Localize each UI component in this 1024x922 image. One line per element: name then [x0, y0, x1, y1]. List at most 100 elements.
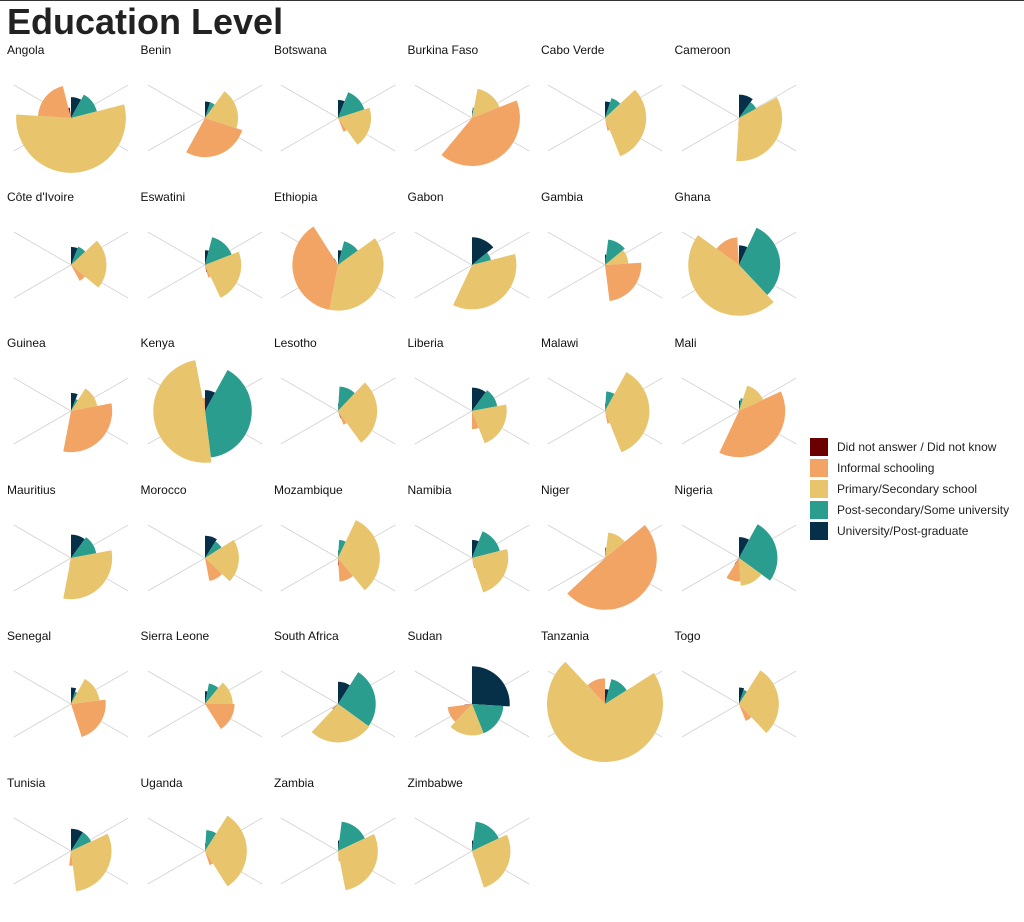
panel-mali: Mali — [675, 336, 807, 482]
pie-kenya — [141, 352, 269, 476]
panel-zimbabwe: Zimbabwe — [408, 776, 540, 922]
pie-gabon — [408, 206, 536, 330]
panel-angola: Angola — [7, 43, 139, 189]
grid-line — [548, 85, 605, 118]
slice-ethiopia-informal-schooling — [292, 226, 338, 309]
panel-label-liberia: Liberia — [408, 336, 444, 350]
grid-line — [414, 411, 471, 444]
slice-tanzania-primary-secondary — [547, 662, 663, 762]
grid-line — [414, 671, 471, 704]
pie-benin — [141, 59, 269, 183]
grid-line — [414, 232, 471, 265]
pie-tunisia — [7, 792, 135, 916]
grid-line — [14, 525, 71, 558]
pie-nigeria — [675, 499, 803, 623]
pie-liberia — [408, 352, 536, 476]
grid-line — [281, 118, 338, 151]
pie-sierra-leone — [141, 645, 269, 769]
panel-mauritius: Mauritius — [7, 483, 139, 629]
panel-kenya: Kenya — [141, 336, 273, 482]
panel-niger: Niger — [541, 483, 673, 629]
slice-uganda-primary-secondary — [205, 815, 247, 886]
pie-zimbabwe — [408, 792, 536, 916]
grid-line — [681, 671, 738, 704]
grid-line — [14, 818, 71, 851]
grid-line — [414, 818, 471, 851]
pie-gambia — [541, 206, 669, 330]
slice-gambia-informal-schooling — [605, 262, 641, 300]
pie-burkina-faso — [408, 59, 536, 183]
pie-guinea — [7, 352, 135, 476]
pie-mali — [675, 352, 803, 476]
grid-line — [414, 378, 471, 411]
grid-line — [281, 378, 338, 411]
legend-label-informal-schooling: Informal schooling — [837, 461, 934, 475]
panel-liberia: Liberia — [408, 336, 540, 482]
panel-label-kenya: Kenya — [141, 336, 175, 350]
panel-morocco: Morocco — [141, 483, 273, 629]
panel-label-cameroon: Cameroon — [675, 43, 731, 57]
panel-label-mauritius: Mauritius — [7, 483, 56, 497]
grid-line — [548, 411, 605, 444]
legend-swatch-post-secondary — [810, 501, 828, 519]
slice-sudan-university — [472, 666, 510, 706]
panel-south-africa: South Africa — [274, 629, 406, 775]
pie-malawi — [541, 352, 669, 476]
grid-line — [147, 232, 204, 265]
panel-namibia: Namibia — [408, 483, 540, 629]
slice-liberia-primary-secondary — [472, 405, 507, 444]
panel-label-uganda: Uganda — [141, 776, 183, 790]
panel-label-nigeria: Nigeria — [675, 483, 713, 497]
pie-ethiopia — [274, 206, 402, 330]
panel-nigeria: Nigeria — [675, 483, 807, 629]
chart-title: Education Level — [7, 1, 283, 43]
pie-togo — [675, 645, 803, 769]
panel-gambia: Gambia — [541, 190, 673, 336]
grid-line — [548, 232, 605, 265]
panel-label-tunisia: Tunisia — [7, 776, 45, 790]
grid-line — [281, 558, 338, 591]
grid-line — [548, 525, 605, 558]
panel-malawi: Malawi — [541, 336, 673, 482]
grid-line — [414, 851, 471, 884]
slice-senegal-informal-schooling — [71, 700, 106, 737]
pie-zambia — [274, 792, 402, 916]
pie-lesotho — [274, 352, 402, 476]
grid-line — [147, 704, 204, 737]
panel-zambia: Zambia — [274, 776, 406, 922]
grid-line — [681, 525, 738, 558]
panel-label-tanzania: Tanzania — [541, 629, 589, 643]
legend-label-did-not-answer: Did not answer / Did not know — [837, 440, 996, 454]
panel-label-cabo-verde: Cabo Verde — [541, 43, 604, 57]
grid-line — [14, 265, 71, 298]
pie-botswana — [274, 59, 402, 183]
panel-ghana: Ghana — [675, 190, 807, 336]
panel-label-malawi: Malawi — [541, 336, 578, 350]
panel-label-eswatini: Eswatini — [141, 190, 186, 204]
panel-label-niger: Niger — [541, 483, 570, 497]
panel-guinea: Guinea — [7, 336, 139, 482]
pie-niger — [541, 499, 669, 623]
slice-kenya-post-secondary — [205, 370, 252, 457]
grid-line — [681, 118, 738, 151]
panel-label-zimbabwe: Zimbabwe — [408, 776, 463, 790]
panel-label-ghana: Ghana — [675, 190, 711, 204]
pie-angola — [7, 59, 135, 183]
grid-line — [548, 265, 605, 298]
legend-item-post-secondary: Post-secondary/Some university — [810, 499, 1009, 520]
grid-line — [281, 671, 338, 704]
legend-item-university: University/Post-graduate — [810, 520, 1009, 541]
panel-label-gambia: Gambia — [541, 190, 583, 204]
panel-label-togo: Togo — [675, 629, 701, 643]
panel-senegal: Senegal — [7, 629, 139, 775]
panel-label-south-africa: South Africa — [274, 629, 339, 643]
slice-angola-informal-schooling — [38, 86, 71, 118]
slice-sierra-leone-informal-schooling — [205, 704, 235, 729]
panel-cameroon: Cameroon — [675, 43, 807, 189]
panel-label-gabon: Gabon — [408, 190, 444, 204]
panel-label-senegal: Senegal — [7, 629, 51, 643]
pie-mauritius — [7, 499, 135, 623]
pie-ghana — [675, 206, 803, 330]
slice-togo-primary-secondary — [739, 670, 779, 733]
grid-line — [548, 118, 605, 151]
